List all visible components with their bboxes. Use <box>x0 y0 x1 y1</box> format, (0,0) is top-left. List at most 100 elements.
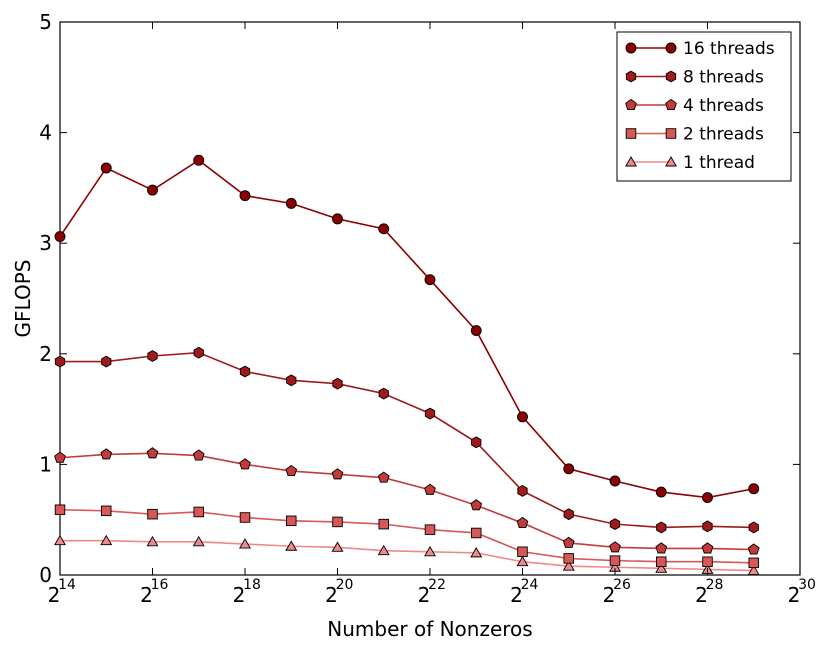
data-point <box>331 541 344 552</box>
data-point <box>656 556 667 567</box>
data-point <box>239 512 251 523</box>
data-point <box>655 542 668 554</box>
data-point <box>100 448 113 460</box>
x-tick-exponent: 22 <box>428 577 446 593</box>
x-tick-label: 2 <box>510 583 523 607</box>
series-line <box>60 351 754 529</box>
data-point <box>563 463 575 475</box>
legend-marker-right <box>665 156 677 167</box>
data-point <box>54 231 66 243</box>
data-point <box>147 184 158 196</box>
series-4-threads <box>54 447 760 555</box>
legend-box <box>616 31 792 182</box>
legend-label: 1 thread <box>683 153 755 173</box>
x-tick-label: 2 <box>695 583 708 607</box>
data-point <box>747 543 760 555</box>
legend-marker-right <box>665 42 677 54</box>
y-tick-label: 3 <box>39 231 52 255</box>
data-point <box>331 468 344 480</box>
data-point <box>54 451 66 463</box>
data-point <box>192 535 205 547</box>
y-tick-label: 5 <box>39 10 52 34</box>
x-tick-label: 2 <box>48 583 61 607</box>
data-point <box>563 508 574 521</box>
data-point <box>147 350 158 362</box>
data-point <box>563 553 575 564</box>
legend-marker-right <box>665 70 677 83</box>
series-8-threads <box>54 346 759 534</box>
data-point <box>193 154 205 166</box>
legend-entry: 4 threads <box>625 96 764 116</box>
data-point <box>702 492 713 504</box>
x-tick-label: 2 <box>418 583 431 607</box>
x-tick-label: 2 <box>788 583 801 607</box>
legend-label: 16 threads <box>683 39 775 59</box>
data-point <box>285 540 298 551</box>
series-2-threads <box>54 504 760 569</box>
data-point <box>286 374 297 387</box>
data-point <box>517 546 528 558</box>
data-point <box>378 223 390 235</box>
data-point <box>239 365 251 378</box>
data-point <box>332 213 343 225</box>
data-point <box>193 506 204 518</box>
data-point <box>471 527 482 539</box>
x-tick-exponent: 26 <box>613 577 631 593</box>
y-tick-label: 4 <box>39 121 52 145</box>
data-point <box>747 564 760 576</box>
legend-label: 4 threads <box>683 96 764 116</box>
legend-marker-left <box>625 128 637 139</box>
x-tick-label: 2 <box>233 583 246 607</box>
data-point <box>146 535 159 547</box>
data-point <box>101 355 112 368</box>
x-tick-label: 2 <box>603 583 616 607</box>
data-point <box>517 485 528 497</box>
series-line <box>59 159 754 499</box>
legend-entry: 8 threads <box>625 68 764 88</box>
data-point <box>377 544 390 556</box>
data-point <box>655 486 667 498</box>
legend-label: 2 threads <box>683 125 764 145</box>
data-point <box>424 545 436 557</box>
data-point <box>516 555 529 567</box>
y-axis-label: GFLOPS <box>11 260 35 338</box>
x-axis-label: Number of Nonzeros <box>327 617 532 641</box>
data-point <box>562 536 575 548</box>
data-point <box>609 475 621 487</box>
data-point <box>332 377 343 390</box>
data-point <box>378 387 389 400</box>
legend-entry: 16 threads <box>625 39 775 59</box>
data-point <box>562 560 575 571</box>
y-tick-label: 2 <box>39 342 52 366</box>
x-tick-exponent: 18 <box>243 577 261 593</box>
data-point <box>332 516 343 528</box>
x-tick-exponent: 14 <box>58 577 76 593</box>
legend-entry: 2 threads <box>625 125 764 145</box>
data-point <box>609 541 621 553</box>
x-tick-label: 2 <box>325 583 338 607</box>
data-point <box>609 555 621 566</box>
data-point <box>701 542 714 554</box>
data-point <box>702 520 713 533</box>
legend-entry: 1 thread <box>625 153 755 173</box>
x-tick-exponent: 16 <box>151 577 169 593</box>
y-tick-label: 1 <box>39 452 52 476</box>
x-tick-exponent: 20 <box>336 577 354 593</box>
data-point <box>424 274 436 286</box>
data-point <box>609 518 621 531</box>
data-point <box>239 458 251 470</box>
data-point <box>286 515 297 527</box>
data-point <box>424 483 436 495</box>
legend-label: 8 threads <box>683 68 764 88</box>
data-point <box>470 325 482 337</box>
data-point <box>656 521 667 534</box>
y-tick-label: 0 <box>39 563 52 587</box>
data-point <box>146 447 159 459</box>
legend-marker-left <box>625 98 637 110</box>
data-point <box>702 556 713 567</box>
data-point <box>54 504 66 515</box>
data-point <box>285 464 298 477</box>
data-point <box>655 562 668 573</box>
